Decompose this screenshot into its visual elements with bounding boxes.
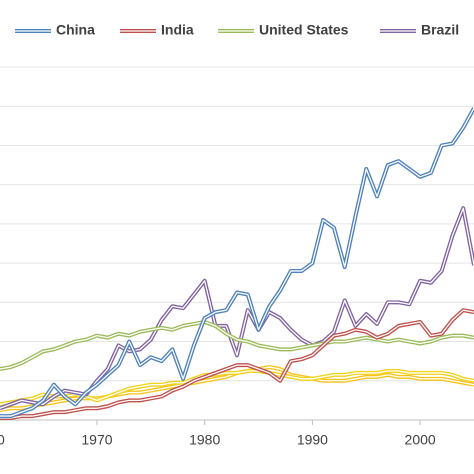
x-tick-label: 2000 — [405, 432, 436, 448]
series-line-highlight — [0, 321, 474, 370]
legend-label: Brazil — [421, 22, 459, 38]
series-line-highlight — [0, 309, 474, 419]
series-line-highlight — [0, 107, 474, 417]
x-tick-label: 1960 — [0, 432, 5, 448]
x-tick-label: 1980 — [189, 432, 220, 448]
legend-label: China — [56, 22, 95, 38]
series-line — [0, 319, 474, 371]
legend-label: United States — [259, 22, 349, 38]
x-tick-label: 1970 — [81, 432, 112, 448]
series-line-highlight — [0, 207, 474, 409]
x-tick-label: 1990 — [297, 432, 328, 448]
legend-label: India — [161, 22, 194, 38]
